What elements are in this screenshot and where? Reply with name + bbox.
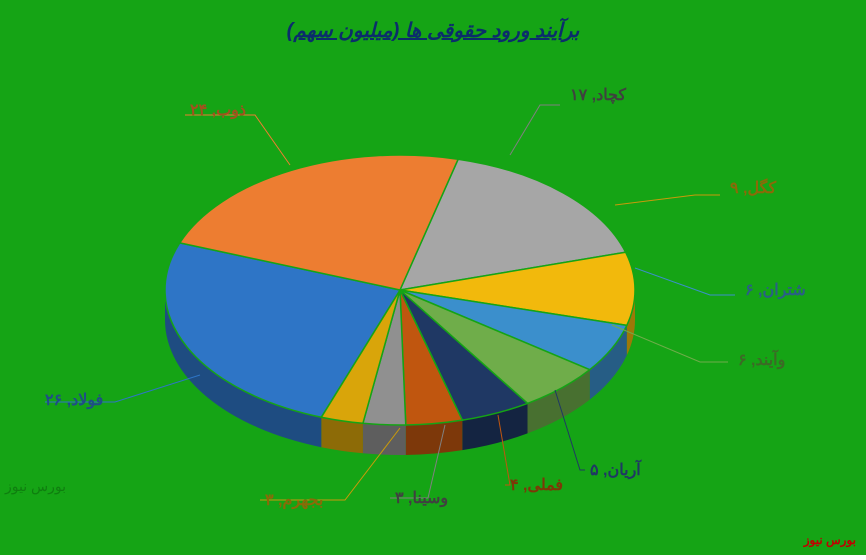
slice-label-separator: , [62,392,71,409]
slice-label-value: ۹ [730,180,739,197]
slice-label: کگل, ۹ [730,178,776,198]
slice-label-name: فملی [527,477,563,494]
slice-label: فولاد, ۲۶ [45,390,103,410]
slice-label-name: وسینا [412,490,448,507]
slice-label-name: بجهرم [282,492,323,509]
slice-label-separator: , [207,102,216,119]
watermark-right: بورس نیوز [804,533,856,547]
slice-label-name: کچاد [596,87,626,104]
slice-label: ذوب, ۲۴ [190,100,246,120]
slice-label: بجهرم, ۳ [265,490,323,510]
slice-label: وآیند, ۶ [738,350,785,370]
slice-label-value: ۵ [590,462,599,479]
leader-line [635,268,735,295]
slice-label-value: ۲۶ [45,392,62,409]
slice-label: شتران, ۶ [745,280,806,300]
slice-label-name: فولاد [71,392,103,409]
slice-label-name: آریان [607,462,640,479]
slice-label-value: ۶ [738,352,747,369]
chart-title: برآیند ورود حقوقی ها (میلیون سهم) [0,18,866,43]
slice-label-value: ۶ [745,282,754,299]
slice-label-name: وآیند [755,352,785,369]
leader-line [615,195,720,205]
slice-label-name: شتران [762,282,805,299]
leader-line [185,115,290,165]
slice-label-value: ۴ [510,477,519,494]
watermark-left: بورس نیوز [5,478,66,495]
slice-label-value: ۲۴ [190,102,207,119]
slice-label-value: ۳ [395,490,404,507]
slice-label-value: ۱۷ [570,87,587,104]
slice-label-value: ۳ [265,492,274,509]
leader-line [510,105,560,155]
slice-label-name: کگل [747,180,776,197]
slice-label-name: ذوب [216,102,246,119]
slice-label: کچاد, ۱۷ [570,85,626,105]
slice-label: وسینا, ۳ [395,488,448,508]
slice-label: فملی, ۴ [510,475,563,495]
slice-label: آریان, ۵ [590,460,641,480]
pie-chart-svg [0,0,866,555]
slice-label-separator: , [587,87,596,104]
pie-chart-container: برآیند ورود حقوقی ها (میلیون سهم) کچاد, … [0,0,866,555]
